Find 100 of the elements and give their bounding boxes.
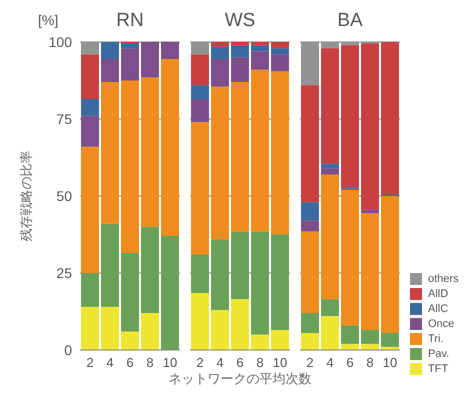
bar (211, 46, 229, 59)
bar (191, 122, 209, 255)
y-tick-label: 100 (48, 34, 72, 50)
x-tick-label: 8 (256, 355, 264, 370)
x-tick-label: 10 (272, 355, 288, 370)
chart-title: RN (115, 10, 145, 32)
bar (141, 77, 159, 227)
bar (321, 316, 339, 350)
bar (101, 58, 119, 82)
bar (301, 85, 319, 202)
bar (231, 57, 249, 82)
bar (121, 332, 139, 350)
y-axis-title: 残存戦略の比率 (18, 150, 34, 242)
legend-label: AllC (428, 302, 448, 314)
x-tick-label: 2 (306, 355, 314, 370)
bar (101, 224, 119, 307)
chart-title: BA (336, 10, 364, 32)
x-tick-label: 4 (106, 355, 114, 370)
bar (231, 299, 249, 350)
y-tick-label: 50 (56, 188, 72, 204)
bar (211, 310, 229, 350)
bar (271, 54, 289, 72)
bar (121, 80, 139, 253)
x-tick-label: 4 (216, 355, 224, 370)
bar (121, 48, 139, 80)
legend-label: AllD (428, 288, 448, 300)
bar (361, 210, 379, 213)
bar (101, 82, 119, 224)
bar (251, 334, 269, 350)
bar (341, 190, 359, 326)
bar (121, 252, 139, 332)
bar (211, 239, 229, 310)
bar (271, 330, 289, 350)
bar (81, 306, 99, 350)
bar (271, 48, 289, 54)
bar (301, 333, 319, 350)
legend-label: Once (428, 318, 454, 330)
bar (141, 226, 159, 314)
bar (301, 202, 319, 221)
x-tick-label: 10 (162, 355, 178, 370)
legend-label: TFT (428, 362, 448, 374)
x-tick-label: 6 (126, 355, 134, 370)
bar (81, 98, 99, 116)
bar (341, 325, 359, 344)
x-tick-label: 6 (346, 355, 354, 370)
bar (231, 42, 249, 46)
legend-label: Tri. (428, 332, 444, 344)
bar (161, 58, 179, 236)
legend-label: Pav. (428, 348, 450, 360)
bar (271, 234, 289, 330)
x-axis-title: ネットワークの平均次数 (168, 370, 312, 388)
y-tick-label: 0 (64, 342, 72, 358)
bar (231, 231, 249, 300)
bar (211, 42, 229, 47)
bar (321, 48, 339, 164)
bar (321, 299, 339, 316)
bar (381, 333, 399, 347)
bar (231, 82, 249, 232)
bar (81, 273, 99, 307)
bar (271, 71, 289, 234)
bar (191, 85, 209, 99)
y-tick-label: 75 (56, 110, 72, 127)
bar (361, 212, 379, 330)
bar (361, 44, 379, 210)
bar (81, 146, 99, 273)
x-tick-label: 4 (326, 355, 334, 370)
bar (301, 313, 319, 334)
bar (161, 236, 179, 350)
bar (251, 70, 269, 232)
bar (251, 45, 269, 52)
bar (361, 330, 379, 344)
x-tick-label: 10 (382, 355, 398, 370)
chart-title: WS (224, 10, 256, 32)
bar (341, 45, 359, 188)
bar (211, 58, 229, 87)
bar (381, 42, 399, 194)
bar (141, 42, 159, 78)
bar (321, 164, 339, 168)
bar (101, 306, 119, 350)
bar (251, 42, 269, 46)
bar (381, 196, 399, 334)
bar (301, 220, 319, 232)
bar (191, 254, 209, 294)
bar (191, 293, 209, 350)
bar (251, 51, 269, 70)
x-tick-label: 8 (366, 355, 374, 370)
bar (141, 313, 159, 350)
bar (321, 168, 339, 174)
bar (81, 116, 99, 147)
bar (191, 54, 209, 86)
y-tick-label: 25 (56, 264, 72, 281)
bar (121, 44, 139, 48)
bar (81, 54, 99, 99)
bar (211, 86, 229, 240)
bar (251, 231, 269, 335)
x-tick-label: 2 (86, 355, 94, 370)
text: [%] (38, 12, 58, 28)
x-tick-label: 8 (146, 355, 154, 370)
bar (101, 42, 119, 59)
legend-label: others (428, 272, 459, 284)
